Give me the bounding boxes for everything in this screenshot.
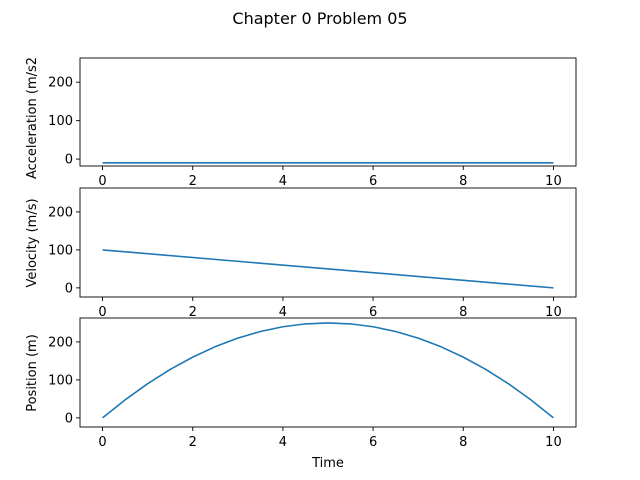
acceleration-x-tick-label: 0 bbox=[98, 174, 106, 189]
velocity-x-tick-label: 4 bbox=[279, 305, 287, 320]
velocity-y-tick-label: 100 bbox=[48, 243, 73, 258]
acceleration-y-axis-label: Acceleration (m/s2 bbox=[25, 57, 40, 179]
acceleration-x-tick-label: 6 bbox=[369, 174, 377, 189]
acceleration-x-tick-label: 10 bbox=[545, 174, 562, 189]
acceleration-x-tick-label: 2 bbox=[189, 174, 197, 189]
position-axes-frame bbox=[79, 317, 577, 428]
position-x-tick-label: 2 bbox=[189, 435, 197, 450]
position-x-tick-label: 6 bbox=[369, 435, 377, 450]
velocity-x-tick-label: 0 bbox=[98, 305, 106, 320]
velocity-axes-frame bbox=[79, 187, 577, 298]
acceleration-y-tick-label: 100 bbox=[48, 114, 73, 129]
position-y-tick-label: 200 bbox=[48, 335, 73, 350]
position-x-axis-label: Time bbox=[311, 456, 344, 471]
position-y-axis-label: Position (m) bbox=[25, 334, 40, 412]
velocity-y-tick-label: 0 bbox=[65, 281, 73, 296]
velocity-series-line bbox=[102, 249, 554, 289]
position-x-tick-label: 0 bbox=[98, 435, 106, 450]
acceleration-y-tick-label: 0 bbox=[65, 153, 73, 168]
acceleration-y-tick-label: 200 bbox=[48, 76, 73, 91]
position-series-line bbox=[102, 322, 554, 419]
acceleration-x-tick-label: 8 bbox=[459, 174, 467, 189]
velocity-x-tick-label: 2 bbox=[189, 305, 197, 320]
velocity-y-axis-label: Velocity (m/s) bbox=[25, 198, 40, 287]
acceleration-x-tick-label: 4 bbox=[279, 174, 287, 189]
velocity-y-tick-label: 200 bbox=[48, 205, 73, 220]
position-y-tick-label: 0 bbox=[65, 411, 73, 426]
position-x-tick-label: 10 bbox=[545, 435, 562, 450]
position-x-tick-label: 8 bbox=[459, 435, 467, 450]
acceleration-axes-frame bbox=[79, 57, 577, 167]
position-x-tick-label: 4 bbox=[279, 435, 287, 450]
position-y-tick-label: 100 bbox=[48, 373, 73, 388]
velocity-x-tick-label: 6 bbox=[369, 305, 377, 320]
velocity-x-tick-label: 8 bbox=[459, 305, 467, 320]
velocity-x-tick-label: 10 bbox=[545, 305, 562, 320]
figure-title: Chapter 0 Problem 05 bbox=[232, 9, 407, 28]
